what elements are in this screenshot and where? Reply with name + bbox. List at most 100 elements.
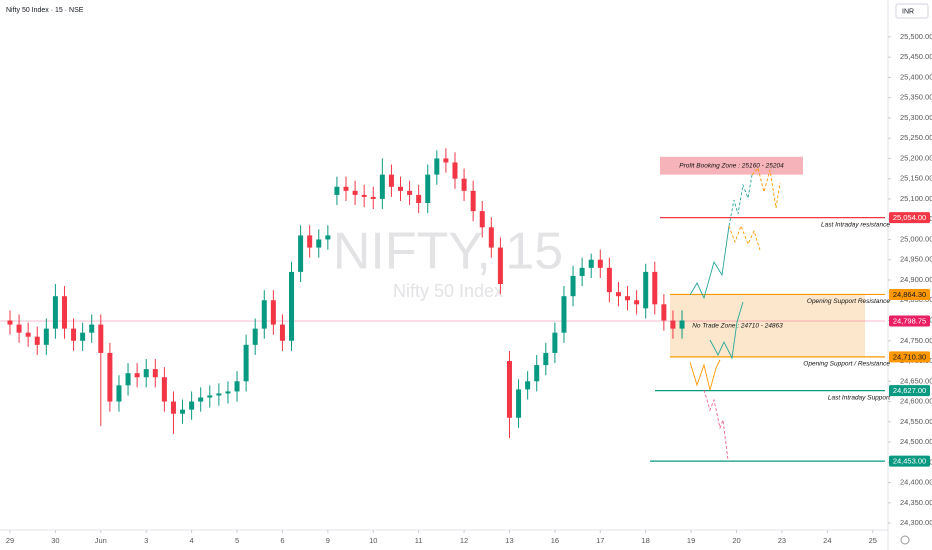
candle-body [625,296,631,301]
candle-body [543,352,549,366]
projection-bounce [709,301,744,360]
candle-body [207,395,213,398]
symbol-title: Nifty 50 Index · 15 · NSE [6,7,84,14]
x-tick-label: 24 [823,536,831,545]
candle-body [506,361,512,418]
x-tick-label: 12 [460,536,468,545]
x-tick-label: 19 [687,536,695,545]
level-label: Last Intraday resistance [821,221,890,228]
candle-body [361,194,367,197]
labels: 24,300.0024,350.0024,400.0024,450.0024,5… [6,32,932,545]
candle-body [234,381,240,392]
price-badge [889,288,930,300]
candle-body [80,332,86,341]
y-tick-label: 25,150.00 [900,174,932,183]
candle-body [325,235,331,240]
currency-box[interactable] [895,3,929,19]
y-tick-label: 25,300.00 [900,113,932,122]
candle-body [634,300,640,305]
candle-body [397,186,403,191]
candle-body [152,369,158,378]
y-tick-label: 25,100.00 [900,194,932,203]
candle-body [180,409,186,414]
candle-body [534,365,540,382]
x-tick-label: 30 [51,536,59,545]
candle-body [434,158,440,175]
candle-body [134,373,140,378]
x-tick-label: 20 [732,536,740,545]
candle-body [252,328,258,345]
zone [660,156,803,175]
candle-body [71,328,77,341]
candle-body [25,332,31,337]
zone-label: Profit Booking Zone : 25160 - 25204 [679,162,784,169]
price-badge [889,455,930,467]
x-tick-label: 5 [235,536,239,545]
y-tick-label: 24,600.00 [900,397,932,406]
zone-label: No Trade Zone : 24710 - 24863 [692,323,783,330]
x-tick-label: 6 [280,536,284,545]
y-tick-label: 25,350.00 [900,93,932,102]
candle-body [189,401,195,410]
x-tick-label: 29 [6,536,14,545]
candle-body [243,344,249,382]
candle-body [379,174,385,199]
candle-body [452,162,458,179]
candle-body [461,178,467,191]
watermark: NIFTY, 15 [333,223,563,281]
level-label: Opening Support Resistance [807,298,890,305]
y-tick-label: 24,650.00 [900,376,932,385]
candle-body [606,267,612,293]
y-tick-label: 25,200.00 [900,153,932,162]
price-badge [889,351,930,363]
candle-body [343,186,349,191]
candle-body [298,235,304,272]
candle-body [34,336,40,345]
candle-body [352,190,358,195]
candle-body [443,158,449,163]
candle-body [488,227,494,248]
currency[interactable]: INR [902,8,914,15]
candle-body [316,239,322,248]
candle-body [643,271,649,309]
candle-body [570,275,576,297]
candle-body [216,393,222,396]
y-tick-label: 24,300.00 [900,518,932,527]
candle-body [552,332,558,353]
level-lines [0,216,885,462]
projection-up [689,225,730,300]
x-tick-label: 16 [551,536,559,545]
candle-body [334,186,340,195]
price-badge-label: 25,054.00 [893,213,926,222]
candle-body [561,296,567,333]
projection-down [689,359,721,391]
y-tick-label: 25,250.00 [900,133,932,142]
candle-body [107,352,113,402]
candle-body [270,300,276,325]
candle-body [597,259,603,268]
candle-body [588,259,594,268]
projection-reject [728,224,761,251]
settings-icon[interactable] [900,535,910,545]
candle-body [98,324,104,353]
x-tick-label: 10 [369,536,377,545]
y-tick-label: 24,350.00 [900,498,932,507]
y-tick-label: 24,500.00 [900,437,932,446]
candle-body [170,401,176,414]
projection-profit [751,167,781,209]
candle-body [43,328,49,345]
candle-body [679,320,685,329]
price-badge-label: 24,710.30 [893,352,926,361]
candle-body [261,300,267,329]
projection-breakdown [703,389,729,461]
y-tick-label: 24,750.00 [900,336,932,345]
x-tick-label: 18 [642,536,650,545]
candle-body [652,271,658,305]
y-tick-label: 25,000.00 [900,234,932,243]
price-badge [889,385,930,397]
candle-body [670,320,676,329]
level-label: Last Intraday Support [828,394,891,401]
x-tick-label: 9 [326,536,330,545]
price-badge-label: 24,453.00 [893,457,926,466]
x-tick-label: 4 [190,536,194,545]
